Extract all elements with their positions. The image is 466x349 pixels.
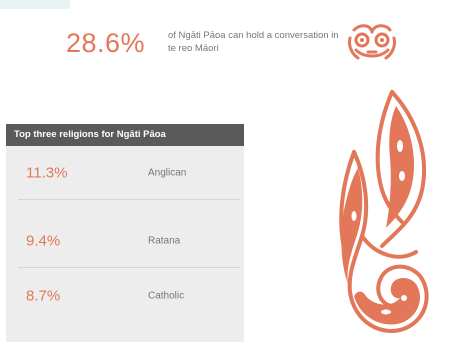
religion-percent: 8.7% <box>26 287 61 305</box>
language-stat: 28.6% of Ngāti Pāoa can hold a conversat… <box>0 0 466 90</box>
religion-name: Catholic <box>148 290 185 302</box>
religions-title: Top three religions for Ngāti Pāoa <box>6 124 244 146</box>
religions-panel: Top three religions for Ngāti Pāoa 11.3%… <box>6 124 244 342</box>
koru-carving-illustration <box>339 90 429 333</box>
religion-row: 11.3% Anglican <box>6 146 244 200</box>
row-divider <box>18 199 240 200</box>
religion-percent: 9.4% <box>26 232 61 250</box>
top-decorative-strip <box>0 0 70 9</box>
language-description: of Ngāti Pāoa can hold a conversation in… <box>168 30 339 54</box>
religion-row: 8.7% Catholic <box>6 269 244 323</box>
religion-row: 9.4% Ratana <box>6 214 244 268</box>
religion-name: Ratana <box>148 235 181 247</box>
tiki-icon <box>348 24 396 60</box>
row-divider <box>18 267 240 268</box>
religion-percent: 11.3% <box>26 164 68 182</box>
religion-name: Anglican <box>148 167 187 179</box>
language-percent: 28.6% <box>66 28 146 58</box>
